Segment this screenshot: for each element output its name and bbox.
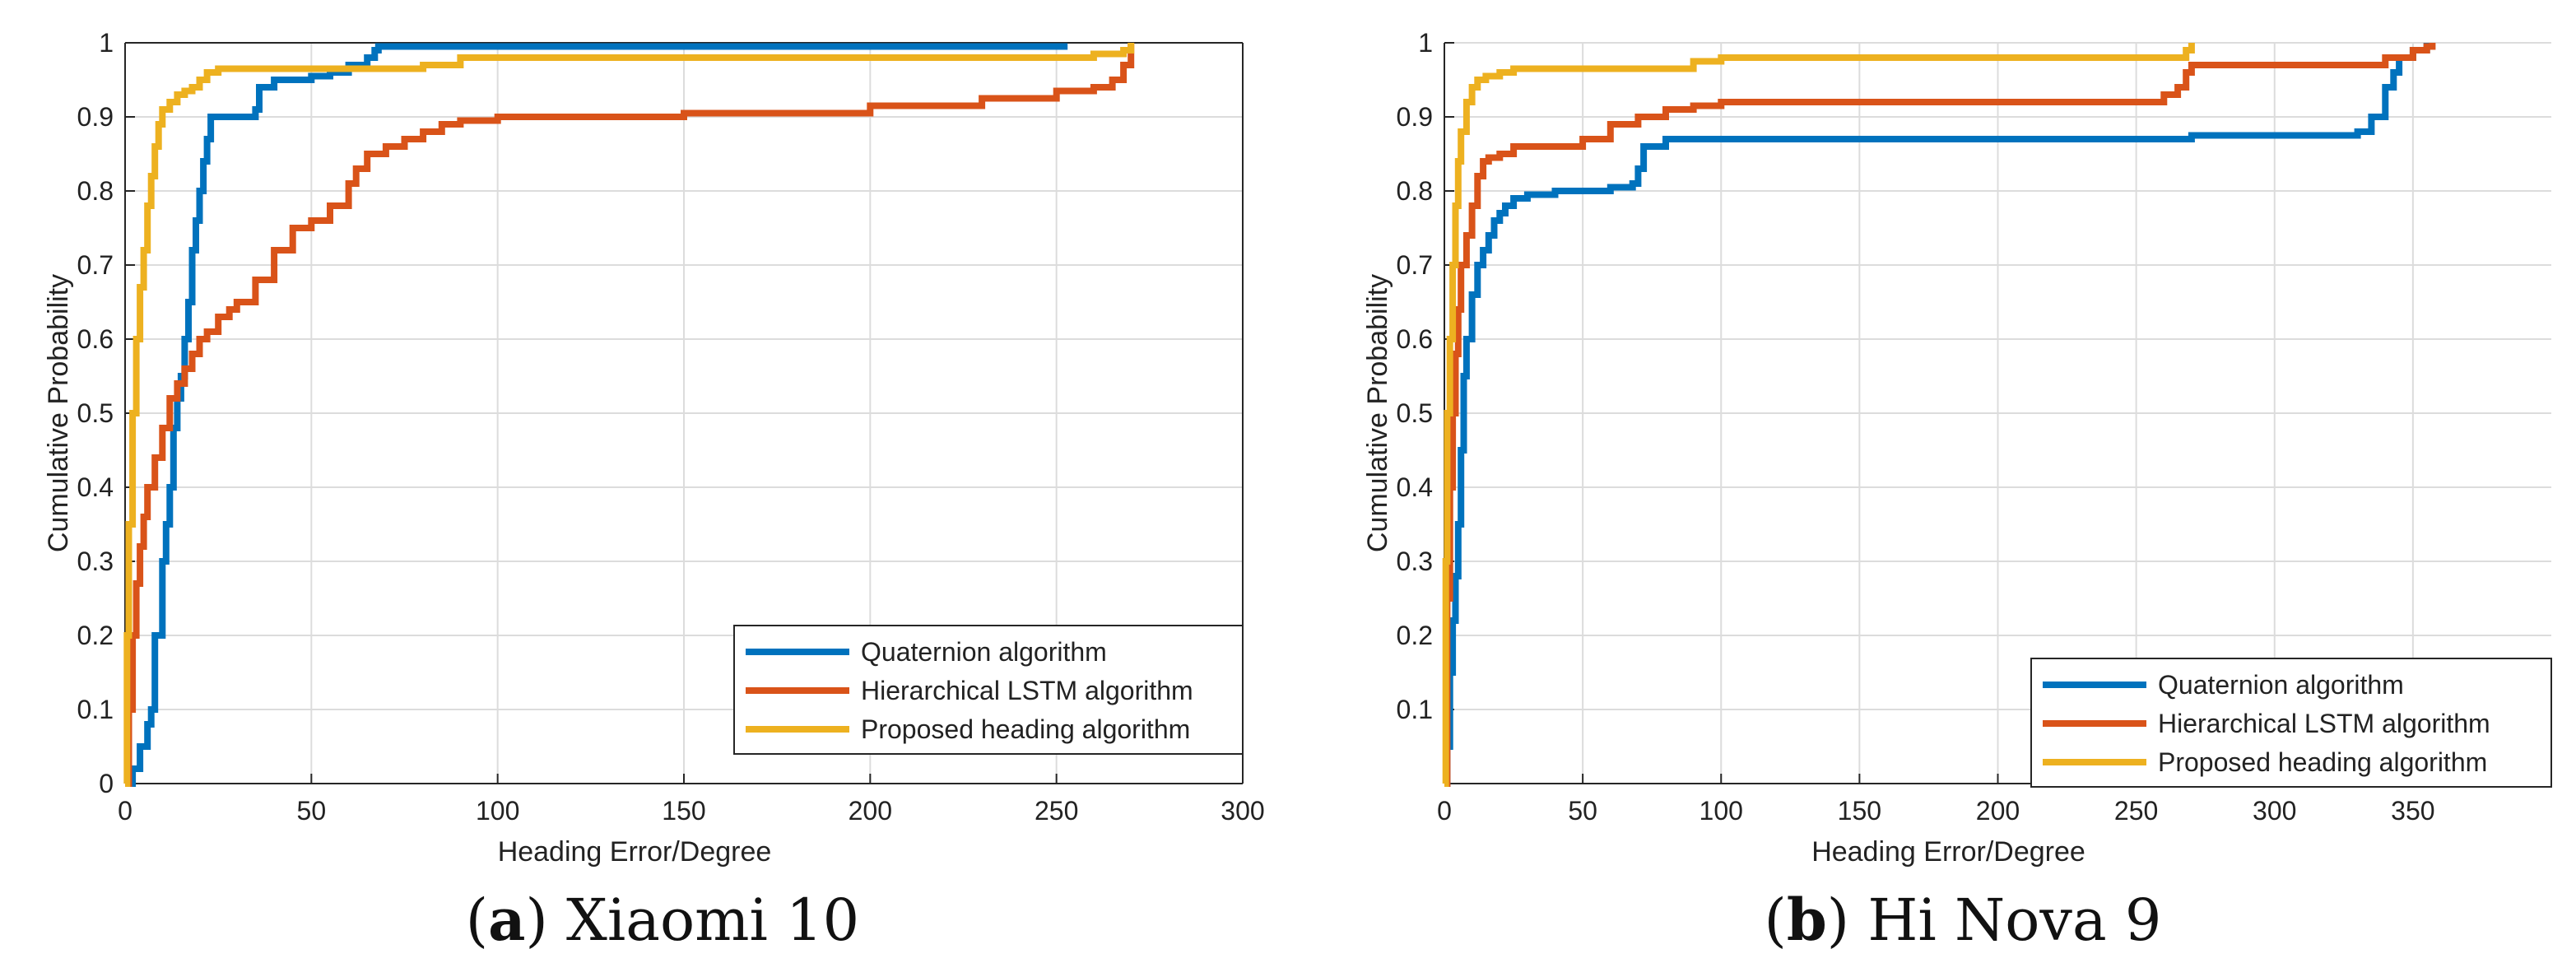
y-tick-label: 0.7 [77, 250, 114, 280]
y-axis-label: Cumulative Probability [1362, 274, 1393, 552]
x-tick-label: 0 [118, 796, 133, 826]
y-tick-label: 0.9 [1397, 102, 1433, 132]
y-tick-label: 0.8 [77, 176, 114, 206]
x-tick-label: 50 [1568, 796, 1597, 826]
caption-b-letter: b [1786, 886, 1827, 954]
y-tick-label: 0.1 [77, 695, 114, 724]
legend-label-2: Hierarchical LSTM algorithm [861, 676, 1193, 705]
y-tick-label: 1 [99, 28, 114, 58]
legend: Quaternion algorithm Hierarchical LSTM al… [733, 625, 1244, 755]
x-tick-label: 150 [1838, 796, 1881, 826]
y-tick-label: 0.2 [1397, 621, 1433, 650]
x-axis-label: Heading Error/Degree [498, 836, 772, 868]
series-line-1 [1444, 43, 2430, 787]
x-tick-label: 250 [2114, 796, 2158, 826]
x-axis-label: Heading Error/Degree [1811, 836, 2085, 868]
legend: Quaternion algorithm Hierarchical LSTM al… [2030, 658, 2552, 788]
caption-a-letter: a [488, 886, 526, 954]
chart-panel-b: 0 50 100 150 200 250 300 350 0.1 0.2 0.3 0.4 0.5 0.6 0… [1362, 28, 2552, 868]
x-tick-label: 0 [1437, 796, 1452, 826]
x-tick-label: 300 [2253, 796, 2296, 826]
y-tick-label: 0.5 [1397, 398, 1433, 428]
x-tick-label: 100 [476, 796, 519, 826]
legend-label-2: Hierarchical LSTM algorithm [2158, 709, 2490, 738]
y-tick-label: 0.7 [1397, 250, 1433, 280]
y-tick-label: 0.3 [77, 547, 114, 576]
series-line-3 [123, 43, 1135, 787]
y-tick-label: 0.6 [1397, 324, 1433, 354]
x-tick-label: 300 [1221, 796, 1264, 826]
series-line-2 [125, 43, 1135, 787]
y-tick-label: 0.5 [77, 398, 114, 428]
x-tick-label: 100 [1700, 796, 1743, 826]
series-line-1 [125, 43, 1068, 787]
y-tick-label: 0.3 [1397, 547, 1433, 576]
y-tick-label: 0.9 [77, 102, 114, 132]
y-tick-label: 0.1 [1397, 695, 1433, 724]
y-tick-label: 0.4 [1397, 472, 1433, 502]
y-tick-label: 1 [1418, 28, 1433, 58]
series-line-3 [1442, 43, 2195, 787]
y-tick-label: 0.4 [77, 472, 114, 502]
legend-label-1: Quaternion algorithm [861, 637, 1107, 667]
caption-a: (a) Xiaomi 10 [465, 886, 860, 954]
caption-b: (b) Hi Nova 9 [1764, 886, 2162, 954]
x-tick-label: 350 [2391, 796, 2434, 826]
y-tick-label: 0.6 [77, 324, 114, 354]
x-tick-label: 200 [1976, 796, 2020, 826]
caption-a-text: Xiaomi 10 [566, 886, 860, 954]
x-tick-label: 50 [297, 796, 327, 826]
caption-b-text: Hi Nova 9 [1867, 886, 2162, 954]
series-line-2 [1444, 43, 2436, 787]
y-tick-label: 0.2 [77, 621, 114, 650]
chart-panel-a: 0 50 100 150 200 250 300 0 0.1 0.2 0.3 0.4 0.5 0.6 0.7… [43, 28, 1265, 868]
y-axis-label: Cumulative Probability [43, 274, 74, 552]
x-tick-label: 150 [662, 796, 705, 826]
x-tick-label: 250 [1035, 796, 1078, 826]
y-tick-label: 0 [99, 769, 114, 798]
y-tick-label: 0.8 [1397, 176, 1433, 206]
legend-label-3: Proposed heading algorithm [2158, 747, 2487, 777]
legend-label-1: Quaternion algorithm [2158, 670, 2404, 700]
x-tick-label: 200 [849, 796, 892, 826]
legend-label-3: Proposed heading algorithm [861, 714, 1190, 744]
